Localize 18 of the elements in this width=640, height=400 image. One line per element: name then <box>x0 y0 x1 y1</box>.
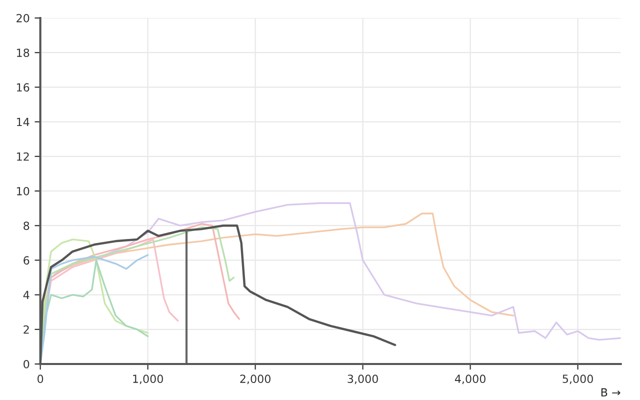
y-tick-label: 14 <box>16 118 30 126</box>
y-tick-label: 2 <box>24 325 29 334</box>
y-tick-label: 6 <box>24 256 30 265</box>
x-axis-title: B → <box>601 388 620 396</box>
y-tick-label: 0 <box>24 360 30 368</box>
x-tick-label: 2,000 <box>240 374 270 384</box>
x-tick-label: 5,000 <box>562 374 593 384</box>
y-tick-label: 10 <box>16 186 30 196</box>
y-tick-label: 18 <box>16 48 30 57</box>
y-tick-label: 12 <box>16 152 29 161</box>
x-tick-label: 3,000 <box>348 374 378 384</box>
y-tick-label: 8 <box>24 222 30 230</box>
x-tick-label: 0 <box>38 374 44 384</box>
y-tick-label: 16 <box>16 83 30 92</box>
x-tick-label: 4,000 <box>454 374 486 384</box>
y-tick-label: 20 <box>16 14 30 22</box>
x-tick-label: 1,000 <box>133 374 163 384</box>
y-tick-label: 4 <box>23 290 30 300</box>
